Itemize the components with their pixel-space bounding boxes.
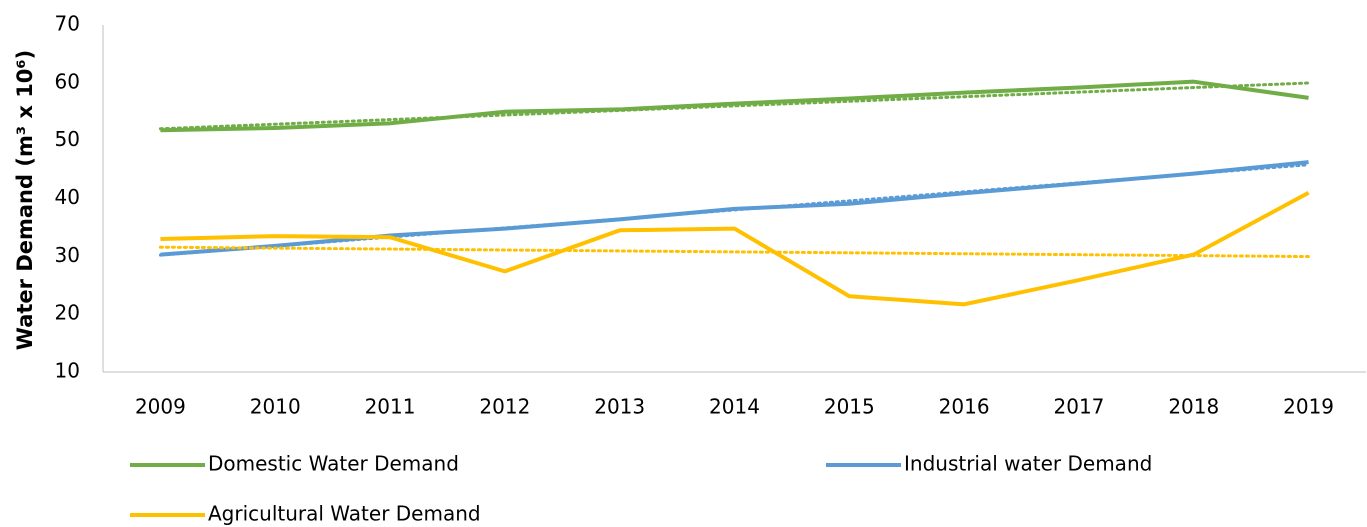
x-tick-label: 2016: [939, 395, 990, 419]
x-tick-label: 2011: [365, 395, 416, 419]
trendline: [158, 81, 1311, 131]
x-tick-label: 2017: [1054, 395, 1105, 419]
x-tick-label: 2010: [250, 395, 301, 419]
legend-label: Agricultural Water Demand: [208, 502, 481, 526]
y-tick-label: 20: [55, 301, 80, 325]
y-tick-label: 60: [55, 69, 80, 93]
x-tick-label: 2009: [135, 395, 186, 419]
x-tick-label: 2019: [1283, 395, 1334, 419]
trendline: [158, 245, 1311, 259]
x-tick-label: 2012: [479, 395, 530, 419]
x-tick-label: 2013: [594, 395, 645, 419]
y-tick-label: 70: [55, 12, 80, 36]
legend-label: Domestic Water Demand: [208, 452, 459, 476]
data-line: [160, 190, 1310, 307]
legend-label: Industrial water Demand: [904, 452, 1152, 476]
y-tick-label: 40: [55, 185, 80, 209]
x-tick-label: 2018: [1168, 395, 1219, 419]
x-tick-label: 2015: [824, 395, 875, 419]
y-tick-label: 10: [55, 359, 80, 383]
data-line: [160, 160, 1309, 257]
y-axis-title: Water Demand (m³ x 10⁶): [13, 50, 37, 350]
x-tick-label: 2014: [709, 395, 760, 419]
data-line: [160, 79, 1309, 133]
y-tick-label: 50: [55, 127, 80, 151]
y-tick-label: 30: [55, 243, 80, 267]
